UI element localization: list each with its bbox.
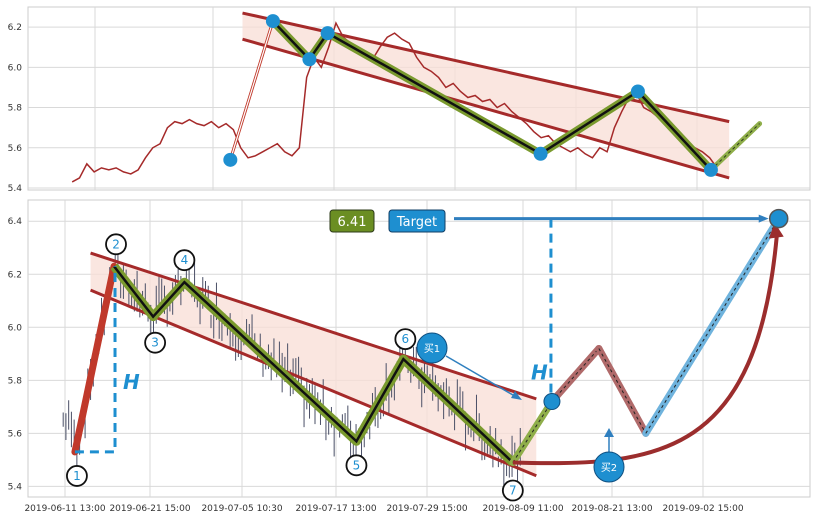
bottom-x-tick-label: 2019-06-11 13:00 xyxy=(24,504,105,514)
bottom-y-tick-label: 5.4 xyxy=(8,482,23,492)
top-zigzag-wave xyxy=(270,18,714,173)
buy1-point-dot xyxy=(543,393,561,411)
target-point-dot xyxy=(768,208,789,229)
buy2-circle xyxy=(593,451,625,483)
target-badge: Target xyxy=(388,209,446,233)
bottom-zigzag-wave xyxy=(110,263,516,466)
pivot-label-4: 4 xyxy=(181,253,189,267)
bottom-panel: 5.45.65.86.06.26.4 2019-06-11 13:00 2019-… xyxy=(8,199,811,514)
top-price-line xyxy=(71,21,718,183)
projection-segment-a-dash xyxy=(512,401,553,463)
top-projection-dash xyxy=(710,123,760,171)
top-pivot-dot xyxy=(703,162,718,177)
pivot-label-circle-5 xyxy=(345,454,368,477)
bottom-channel-fill xyxy=(90,253,537,476)
top-panel: 5.4 5.6 5.8 6.0 6.2 xyxy=(8,6,811,194)
top-pivot-dot xyxy=(320,26,335,41)
projection-segment-c-dash xyxy=(598,348,647,434)
pivot-label-1: 1 xyxy=(73,469,81,483)
bottom-x-tick-label: 2019-06-21 15:00 xyxy=(109,504,190,514)
top-impulse-arrow-inner xyxy=(229,20,274,161)
impulse-leg-1-2 xyxy=(71,262,118,456)
height-label-left: H xyxy=(123,370,140,394)
top-pivot-dot xyxy=(630,84,645,99)
bottom-x-tick-label: 2019-07-29 15:00 xyxy=(386,504,467,514)
bottom-y-tick-label: 5.6 xyxy=(8,429,23,439)
bottom-x-tick-label: 2019-07-05 10:30 xyxy=(201,504,282,514)
top-y-tick-label: 5.8 xyxy=(8,104,23,114)
projection-curve-arrow xyxy=(512,236,779,466)
top-zigzag-line xyxy=(272,20,712,171)
pivot-label-circle-3 xyxy=(144,331,167,354)
buy1-circle xyxy=(416,332,448,364)
bottom-pivot-points xyxy=(543,208,789,411)
pivot-label-3: 3 xyxy=(151,336,159,350)
buy1-pointer xyxy=(445,355,519,399)
bottom-channel-upper-line xyxy=(90,251,537,401)
bottom-x-tick-label: 2019-08-21 13:00 xyxy=(571,504,652,514)
bottom-y-tick-label: 5.8 xyxy=(8,376,23,386)
top-y-axis: 5.4 5.6 5.8 6.0 6.2 xyxy=(8,23,23,194)
buy1-marker: 买1 xyxy=(416,332,522,400)
pivot-label-circle-1 xyxy=(66,465,88,487)
bottom-x-axis: 2019-06-11 13:00 2019-06-21 15:00 2019-07-… xyxy=(24,504,743,514)
top-pivot-dot xyxy=(223,152,238,167)
target-arrowhead xyxy=(758,214,769,223)
buy2-label: 买2 xyxy=(601,462,617,474)
projection-curve-arrowhead xyxy=(768,222,784,239)
pivot-label-7: 7 xyxy=(509,484,517,498)
bottom-x-tick-label: 2019-09-02 15:00 xyxy=(662,504,743,514)
pivot-label-6: 6 xyxy=(402,332,410,346)
top-y-tick-label: 5.4 xyxy=(8,184,23,194)
target-value-box xyxy=(329,209,375,233)
pivot-label-circle-4 xyxy=(173,249,196,272)
target-value-text: 6.41 xyxy=(338,215,367,230)
pivot-number-labels: 1 2 3 4 5 6 7 xyxy=(66,233,524,502)
top-pivot-dot xyxy=(533,146,548,161)
bottom-y-tick-label: 6.4 xyxy=(8,217,23,227)
buy2-marker: 买2 xyxy=(593,428,625,483)
buy1-label: 买1 xyxy=(424,343,440,355)
bottom-channel-lower-line xyxy=(89,288,537,478)
top-pivot-points xyxy=(223,14,718,177)
buy1-pointer-head xyxy=(511,391,522,400)
target-value-badge: 6.41 xyxy=(329,209,375,233)
top-y-tick-label: 6.0 xyxy=(8,63,23,73)
target-label-box xyxy=(388,209,446,233)
bottom-y-tick-label: 6.0 xyxy=(8,323,23,333)
bottom-y-tick-label: 6.2 xyxy=(8,270,22,280)
buy2-pointer-head xyxy=(604,428,614,437)
bottom-x-tick-label: 2019-08-09 11:00 xyxy=(482,504,563,514)
top-y-tick-label: 5.6 xyxy=(8,144,23,154)
pivot-label-5: 5 xyxy=(353,458,361,472)
top-y-tick-label: 6.2 xyxy=(8,23,22,33)
bottom-y-axis: 5.4 5.6 5.8 6.0 6.2 6.4 xyxy=(8,217,23,492)
bottom-zigzag-line xyxy=(113,265,514,464)
pivot-label-circle-7 xyxy=(501,479,524,502)
top-pivot-dot xyxy=(302,52,317,67)
projection-segment-b xyxy=(548,345,603,406)
target-label-text: Target xyxy=(396,215,437,230)
pivot-label-circle-6 xyxy=(394,328,417,351)
top-pivot-dot xyxy=(265,14,280,29)
pivot-label-2: 2 xyxy=(112,237,120,251)
bottom-x-tick-label: 2019-07-17 13:00 xyxy=(295,504,376,514)
projection-path xyxy=(509,215,783,467)
height-label-right: H xyxy=(531,361,548,385)
pivot-label-circle-2 xyxy=(105,233,127,256)
projection-segment-d-dash xyxy=(645,218,780,434)
